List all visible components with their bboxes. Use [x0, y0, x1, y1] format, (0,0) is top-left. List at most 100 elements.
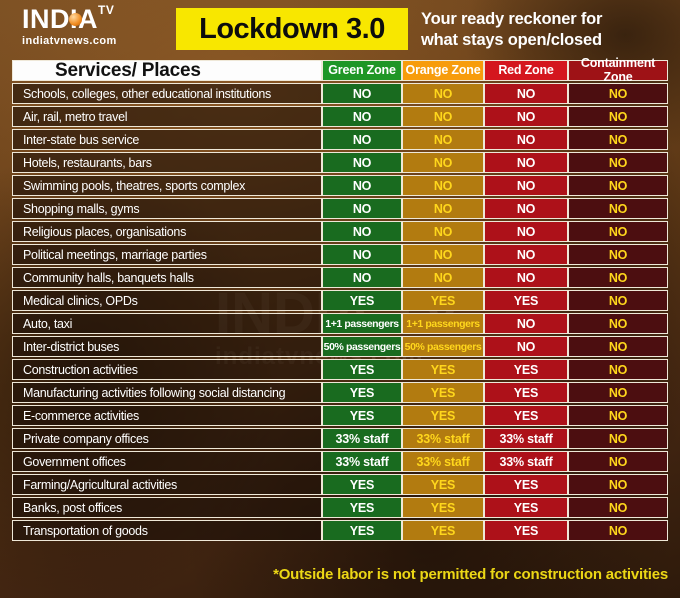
zone-value-cell: NO — [484, 83, 568, 104]
tagline: Your ready reckoner for what stays open/… — [421, 9, 602, 51]
zone-value-cell: YES — [484, 405, 568, 426]
zone-value-cell: NO — [322, 175, 402, 196]
zone-value-cell: 33% staff — [322, 451, 402, 472]
service-label: Inter-state bus service — [12, 129, 322, 150]
zone-value-cell: NO — [402, 267, 484, 288]
table-row: Government offices 33% staff 33% staff 33% … — [12, 451, 668, 472]
zone-value-cell: NO — [568, 428, 668, 449]
zone-value-cell: NO — [322, 129, 402, 150]
table-row: Private company offices 33% staff 33% staf… — [12, 428, 668, 449]
zone-value-cell: 50% passengers — [322, 336, 402, 357]
containment-zone-header: Containment Zone — [568, 57, 668, 83]
table-row: Hotels, restaurants, bars NO NO NO NO — [12, 152, 668, 173]
title-banner: Lockdown 3.0 — [176, 8, 408, 50]
zone-value-cell: NO — [484, 129, 568, 150]
table-row: E-commerce activities YES YES YES NO — [12, 405, 668, 426]
service-label: Political meetings, marriage parties — [12, 244, 322, 265]
zone-value-cell: YES — [322, 405, 402, 426]
table-row: Religious places, organisations NO NO NO NO — [12, 221, 668, 242]
zone-value-cell: NO — [484, 336, 568, 357]
table-row: Farming/Agricultural activities YES YES YES… — [12, 474, 668, 495]
zone-value-cell: 33% staff — [484, 451, 568, 472]
zone-value-cell: YES — [322, 474, 402, 495]
table-row: Swimming pools, theatres, sports complex… — [12, 175, 668, 196]
zone-value-cell: NO — [568, 382, 668, 403]
zone-value-cell: NO — [484, 106, 568, 127]
service-label: Manufacturing activities following socia… — [12, 382, 322, 403]
zone-value-cell: NO — [484, 221, 568, 242]
zone-value-cell: NO — [484, 244, 568, 265]
zone-value-cell: NO — [568, 198, 668, 219]
zone-value-cell: NO — [484, 152, 568, 173]
zone-value-cell: YES — [402, 290, 484, 311]
zone-value-cell: NO — [402, 175, 484, 196]
zone-value-cell: 1+1 passengers — [322, 313, 402, 334]
zone-value-cell: YES — [322, 359, 402, 380]
zone-value-cell: NO — [568, 129, 668, 150]
zone-value-cell: NO — [484, 267, 568, 288]
table-row: Shopping malls, gyms NO NO NO NO — [12, 198, 668, 219]
zone-value-cell: NO — [402, 83, 484, 104]
zone-value-cell: NO — [568, 520, 668, 541]
logo-site-url: indiatvnews.com — [22, 35, 117, 47]
zone-value-cell: YES — [322, 290, 402, 311]
zone-value-cell: YES — [322, 497, 402, 518]
zone-value-cell: 33% staff — [322, 428, 402, 449]
service-label: Construction activities — [12, 359, 322, 380]
zone-value-cell: NO — [484, 313, 568, 334]
zone-value-cell: NO — [322, 267, 402, 288]
service-label: Community halls, banquets halls — [12, 267, 322, 288]
zone-value-cell: NO — [402, 221, 484, 242]
zone-value-cell: NO — [568, 451, 668, 472]
zone-value-cell: NO — [568, 221, 668, 242]
zone-value-cell: NO — [568, 359, 668, 380]
zone-value-cell: 33% staff — [402, 428, 484, 449]
zone-value-cell: YES — [402, 474, 484, 495]
tagline-line2: what stays open/closed — [421, 31, 602, 50]
services-column-header: Services/ Places — [12, 60, 322, 81]
zone-value-cell: NO — [322, 83, 402, 104]
zone-value-cell: NO — [568, 313, 668, 334]
table-row: Inter-state bus service NO NO NO NO — [12, 129, 668, 150]
zone-value-cell: NO — [568, 152, 668, 173]
service-label: Auto, taxi — [12, 313, 322, 334]
zone-value-cell: YES — [402, 520, 484, 541]
zone-value-cell: NO — [568, 175, 668, 196]
zone-value-cell: YES — [402, 405, 484, 426]
zone-value-cell: NO — [322, 198, 402, 219]
service-label: Farming/Agricultural activities — [12, 474, 322, 495]
zone-value-cell: YES — [484, 382, 568, 403]
table-row: Air, rail, metro travel NO NO NO NO — [12, 106, 668, 127]
service-label: Religious places, organisations — [12, 221, 322, 242]
zone-value-cell: 50% passengers — [402, 336, 484, 357]
red-zone-header: Red Zone — [484, 60, 568, 81]
zone-value-cell: NO — [568, 497, 668, 518]
zone-value-cell: NO — [484, 198, 568, 219]
service-label: Medical clinics, OPDs — [12, 290, 322, 311]
table-row: Transportation of goods YES YES YES NO — [12, 520, 668, 541]
zone-value-cell: NO — [568, 474, 668, 495]
logo-wordmark: INDIATV — [22, 3, 117, 33]
table-row: Schools, colleges, other educational ins… — [12, 83, 668, 104]
service-label: Schools, colleges, other educational ins… — [12, 83, 322, 104]
zone-value-cell: NO — [402, 152, 484, 173]
table-row: Inter-district buses 50% passengers 50% pa… — [12, 336, 668, 357]
logo-tv-text: TV — [98, 3, 115, 17]
green-zone-header: Green Zone — [322, 60, 402, 81]
zone-value-cell: NO — [322, 152, 402, 173]
zone-value-cell: NO — [322, 244, 402, 265]
table-row: Construction activities YES YES YES NO — [12, 359, 668, 380]
table-row: Medical clinics, OPDs YES YES YES NO — [12, 290, 668, 311]
zone-value-cell: NO — [402, 198, 484, 219]
zone-value-cell: NO — [568, 405, 668, 426]
zone-value-cell: YES — [322, 520, 402, 541]
footnote: *Outside labor is not permitted for cons… — [273, 566, 668, 583]
zone-value-cell: NO — [402, 106, 484, 127]
service-label: E-commerce activities — [12, 405, 322, 426]
zone-value-cell: NO — [568, 244, 668, 265]
zone-value-cell: YES — [484, 520, 568, 541]
zone-value-cell: YES — [484, 359, 568, 380]
logo-orb-icon — [69, 13, 82, 26]
table-body: Schools, colleges, other educational ins… — [12, 83, 668, 541]
table-row: Manufacturing activities following socia… — [12, 382, 668, 403]
